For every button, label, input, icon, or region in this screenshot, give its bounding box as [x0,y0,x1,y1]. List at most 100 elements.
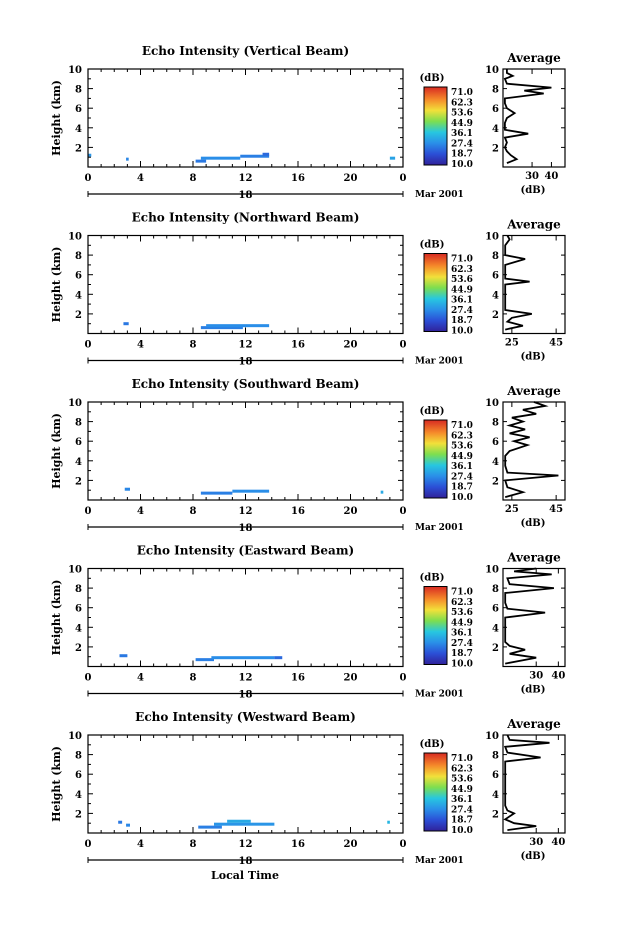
echo-mark [124,487,130,491]
colorbar-tick-label: 18.7 [451,150,473,160]
average-profile-line [504,235,532,331]
colorbar-tick-label: 27.4 [451,472,473,482]
x-tick-label: 20 [344,673,358,684]
x-tick-label: 4 [137,173,144,184]
colorbar-tick-label: 71.0 [451,88,473,98]
average-frame [502,567,566,668]
plot-frame [87,734,404,834]
echo-mark [274,656,283,660]
x-tick-label: 20 [344,506,358,517]
colorbar-tick-label: 62.3 [451,265,473,275]
average-y-tick-label: 4 [492,790,499,801]
y-tick-label: 10 [68,232,82,243]
average-y-tick-label: 6 [492,437,499,448]
average-x-tick-label: 40 [551,671,565,682]
average-x-tick-label: 25 [505,504,519,515]
date-label: Mar 2001 [415,357,464,367]
plot-frame [87,401,404,501]
colorbar-tick-label: 36.1 [451,462,473,472]
x-tick-label: 4 [137,506,144,517]
colorbar-tick-label: 27.4 [451,139,473,149]
average-y-tick-label: 8 [492,251,499,262]
x-tick-label: 0 [400,340,407,351]
colorbar-tick-label: 10.0 [451,160,473,170]
date-label: Mar 2001 [415,190,464,200]
average-y-tick-label: 10 [485,65,499,76]
colorbar [423,419,448,499]
date-label: Mar 2001 [415,690,464,700]
y-tick-label: 8 [75,751,82,762]
colorbar [423,752,448,832]
x-tick-label: 0 [85,506,92,517]
average-x-axis-label: (dB) [521,518,546,529]
panels-group: Echo Intensity (Vertical Beam) 2 4 6 8 10 Heig… [50,44,566,867]
average-y-tick-label: 4 [492,124,499,135]
average-y-tick-label: 4 [492,290,499,301]
echo-mark [240,154,270,158]
colorbar-tick-label: 71.0 [451,421,473,431]
average-profile-line [504,567,554,665]
x-tick-label: 16 [291,506,305,517]
panel-5: Echo Intensity (Westward Beam) 2 4 6 8 10 Heig… [50,710,566,867]
x-tick-label: 20 [344,839,358,850]
colorbar-tick-label: 18.7 [451,816,473,826]
panel-1: Echo Intensity (Vertical Beam) 2 4 6 8 10 Heig… [50,44,566,201]
x-tick-label: 0 [85,173,92,184]
echo-mark [88,153,92,157]
x-tick-label: 0 [400,506,407,517]
average-y-tick-label: 4 [492,457,499,468]
colorbar-tick-label: 18.7 [451,316,473,326]
x-tick-label: 4 [137,839,144,850]
x-tick-label: 8 [190,839,197,850]
colorbar-tick-label: 44.9 [451,119,473,129]
x-tick-label: 12 [239,673,253,684]
average-frame [502,734,566,834]
x-tick-label: 0 [85,340,92,351]
x-tick-label: 8 [190,506,197,517]
panel-title: Echo Intensity (Eastward Beam) [137,544,354,558]
echo-mark [195,159,207,163]
plot-frame [87,567,404,668]
colorbar-tick-label: 27.4 [451,805,473,815]
average-frame [502,234,566,335]
average-y-tick-label: 8 [492,85,499,96]
echo-mark [227,819,251,823]
x-tick-label: 12 [239,839,253,850]
colorbar-tick-label: 36.1 [451,795,473,805]
average-y-tick-label: 6 [492,104,499,115]
average-y-tick-label: 10 [485,232,499,243]
panel-2: Echo Intensity (Northward Beam) 2 4 6 8 10 Hei… [50,211,566,368]
colorbar [423,253,448,332]
echo-mark [123,322,129,326]
average-x-tick-label: 30 [529,671,543,682]
x-tick-label: 0 [85,839,92,850]
echo-mark [200,491,233,495]
x-tick-label: 16 [291,839,305,850]
x-tick-label: 16 [291,673,305,684]
average-y-tick-label: 2 [492,310,499,321]
average-title: Average [506,218,561,232]
y-tick-label: 6 [75,770,82,781]
y-tick-label: 8 [75,85,82,96]
average-frame [502,401,566,501]
y-tick-label: 6 [75,604,82,615]
colorbar-tick-label: 10.0 [451,660,473,670]
average-profile-line [504,401,559,498]
average-title: Average [506,51,561,65]
x-tick-label: 20 [344,173,358,184]
y-tick-label: 4 [75,790,82,801]
colorbar-tick-label: 44.9 [451,452,473,462]
average-title: Average [506,384,561,398]
echo-mark [206,324,270,328]
echo-mark [200,326,243,330]
date-label: Mar 2001 [415,523,464,533]
echo-mark [232,489,270,493]
x-tick-label: 0 [85,673,92,684]
colorbar-tick-label: 62.3 [451,431,473,441]
average-x-axis-label: (dB) [521,685,546,696]
y-tick-label: 4 [75,623,82,634]
colorbar-unit: (dB) [420,406,445,417]
echo-mark [262,152,270,156]
x-tick-label: 8 [190,673,197,684]
x-tick-label: 16 [291,340,305,351]
